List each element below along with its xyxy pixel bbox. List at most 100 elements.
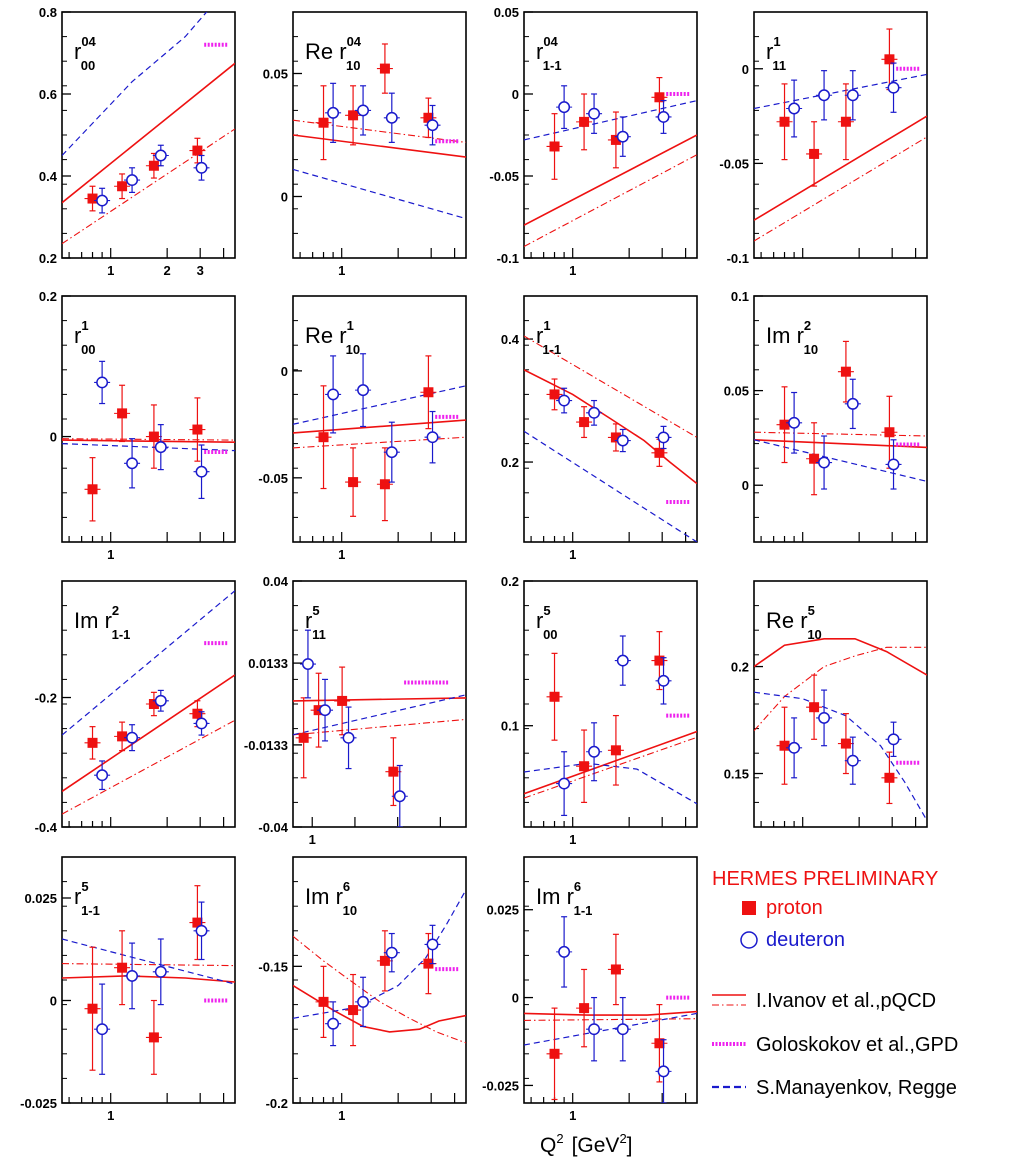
y-tick-label: 0.1 — [731, 289, 749, 304]
panel-label: Im r6 10 — [305, 879, 357, 918]
panel-label-prefix: Im — [536, 884, 567, 909]
x-tick-label: 1 — [569, 832, 576, 847]
panel-label-sub: 1-1 — [543, 58, 562, 73]
x-axis-label-unit-sup: 2 — [619, 1131, 626, 1146]
proton-point — [884, 772, 895, 783]
deuteron-point — [319, 704, 331, 717]
y-tick-label: 0.05 — [263, 67, 288, 82]
panel-plot-area — [754, 637, 927, 821]
panel-label-sub: 1-1 — [574, 903, 593, 918]
deuteron-point — [385, 946, 398, 959]
panel-label-main: r — [305, 608, 312, 633]
panel-frame — [61, 11, 236, 259]
proton-point — [148, 160, 159, 171]
panel-label-sub: 11 — [772, 58, 786, 73]
proton-point — [117, 731, 128, 742]
panel-plot-area — [62, 590, 235, 815]
deuteron-point — [887, 81, 900, 94]
proton-point — [579, 116, 590, 127]
deuteron-point — [195, 465, 208, 478]
proton-point — [192, 424, 203, 435]
ivanov-dashdot-curve — [293, 935, 466, 1044]
panel-label-main: r — [339, 39, 346, 64]
proton-point — [654, 655, 665, 666]
proton-point — [148, 431, 159, 442]
panel-label-prefix: Re — [766, 608, 800, 633]
x-tick-label: 1 — [107, 547, 114, 562]
x-tick-label: 1 — [338, 547, 345, 562]
ivanov-solid-curve — [293, 697, 466, 702]
deuteron-point — [154, 149, 167, 162]
panel-label-sub: 10 — [804, 342, 818, 357]
legend-entry-deuteron: deuteron — [740, 929, 845, 951]
proton-point — [388, 766, 399, 777]
deuteron-point — [126, 457, 139, 470]
deuteron-point — [616, 434, 629, 447]
deuteron-point — [327, 106, 340, 119]
proton-point — [379, 479, 390, 490]
panel-label-sup: 1 — [773, 34, 780, 49]
deuteron-point — [788, 102, 801, 115]
panel-label-prefix: Im — [74, 608, 105, 633]
panel-label-sup: 1 — [543, 318, 550, 333]
proton-point — [318, 432, 329, 443]
y-tick-label: 0.2 — [39, 251, 57, 266]
y-tick-label: 0 — [512, 991, 519, 1006]
proton-point — [654, 92, 665, 103]
proton-point — [610, 745, 621, 756]
deuteron-point — [96, 194, 109, 207]
panel-label: Re r1 10 — [305, 318, 360, 357]
panel-14: -0.2 -0.15 1 Im r6 10 — [258, 856, 467, 1123]
deuteron-point — [195, 717, 208, 730]
proton-point — [579, 1003, 590, 1014]
legend-label: proton — [766, 897, 823, 919]
x-tick-label: 1 — [309, 832, 316, 847]
panel-label-main: r — [567, 884, 574, 909]
panel-frame — [61, 295, 236, 543]
y-tick-label: 0.2 — [501, 574, 519, 589]
y-tick-label: -0.025 — [482, 1078, 519, 1093]
ivanov-dashdot-curve — [524, 736, 697, 799]
legend-entry-i: I.Ivanov et al.,pQCD — [712, 990, 936, 1012]
deuteron-point — [657, 431, 670, 444]
proton-point — [379, 955, 390, 966]
panel-label-prefix: Im — [305, 884, 336, 909]
deuteron-point — [385, 111, 398, 124]
proton-point — [423, 387, 434, 398]
deuteron-point — [558, 945, 571, 958]
panel-8: 0 0.05 0.1 Im r2 10 — [724, 289, 928, 543]
panel-label-main: r — [74, 323, 81, 348]
deuteron-point — [195, 924, 208, 937]
proton-point — [610, 432, 621, 443]
ivanov-dashdot-curve — [524, 154, 697, 247]
panel-12: 0.15 0.2 Re r5 10 — [724, 580, 928, 828]
ivanov-solid-curve — [62, 975, 235, 983]
deuteron-point — [426, 119, 439, 132]
x-tick-label: 1 — [338, 263, 345, 278]
panel-label-main: r — [74, 884, 81, 909]
deuteron-point — [657, 111, 670, 123]
panel-label-main: r — [536, 323, 543, 348]
legend-entry-goloskokov: Goloskokov et al.,GPD — [712, 1034, 958, 1056]
y-tick-label: -0.15 — [258, 959, 288, 974]
proton-point — [779, 740, 790, 751]
panel-label-prefix: Im — [766, 323, 797, 348]
panel-label-sup: 5 — [543, 603, 550, 618]
panel-frame — [753, 580, 928, 828]
proton-point — [87, 1003, 98, 1014]
proton-point — [809, 453, 820, 464]
deuteron-point — [393, 790, 406, 803]
y-tick-label: -0.025 — [20, 1096, 57, 1111]
panel-label: r1 11 — [766, 34, 786, 73]
y-tick-label: -0.4 — [35, 820, 58, 835]
regge-curve — [293, 889, 466, 1019]
panel-plot-area — [62, 885, 235, 1075]
panel-label-sub: 10 — [346, 58, 360, 73]
deuteron-point — [616, 1023, 629, 1036]
panel-plot-area — [293, 43, 466, 220]
panel-label-main: r — [74, 39, 81, 64]
proton-point — [840, 366, 851, 377]
panel-plot-area — [754, 340, 927, 496]
